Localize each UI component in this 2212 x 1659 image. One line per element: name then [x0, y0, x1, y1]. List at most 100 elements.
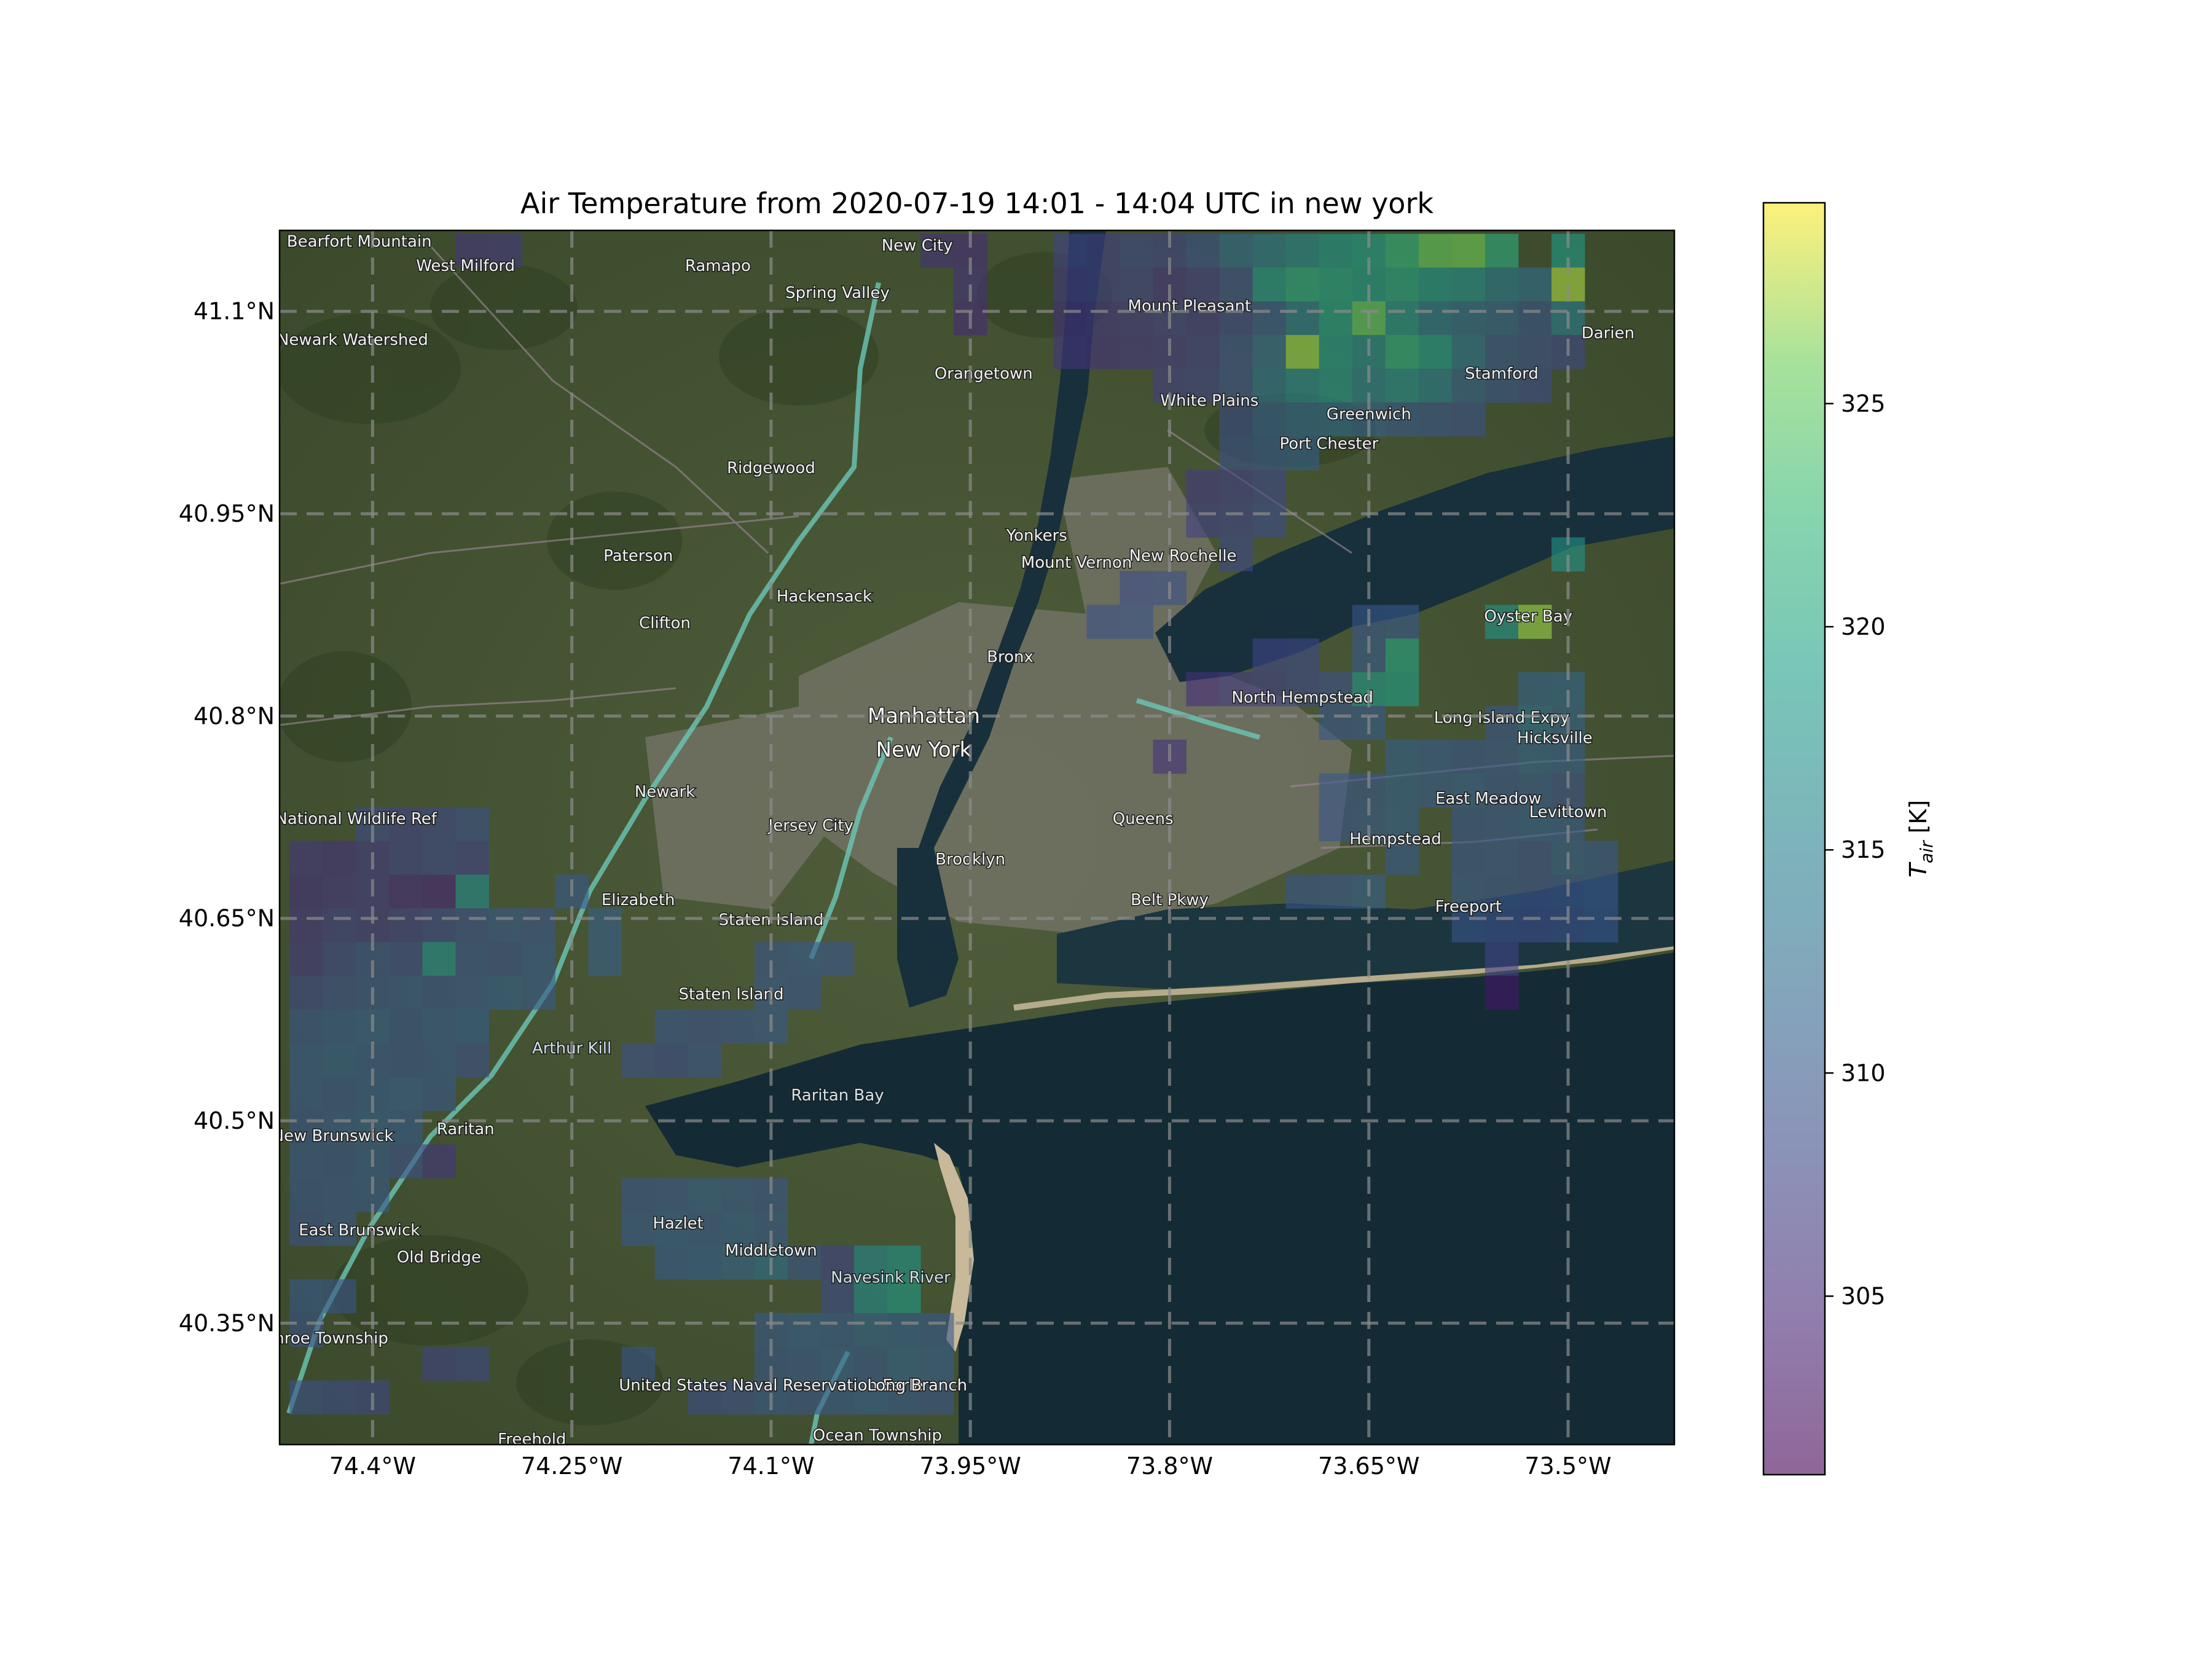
heatmap-cell — [1319, 335, 1353, 369]
heatmap-cell — [1219, 233, 1253, 268]
map-panel[interactable]: Bearfort Mountain West Milford Newark Wate… — [162, 230, 1674, 1449]
heatmap-cell — [488, 908, 522, 943]
heatmap-cell — [1418, 301, 1453, 335]
heatmap-cell — [854, 1346, 888, 1381]
place-label: Freehold — [498, 1430, 566, 1449]
heatmap-cell — [1451, 301, 1486, 335]
heatmap-cell — [887, 1312, 921, 1347]
heatmap-cell — [654, 1043, 689, 1078]
heatmap-cell — [1120, 571, 1153, 605]
heatmap-cell — [1385, 773, 1419, 808]
heatmap-cell — [1418, 335, 1453, 369]
heatmap-cell — [455, 841, 489, 875]
ny-bay — [897, 848, 959, 1008]
heatmap-cell — [1418, 773, 1453, 808]
place-label: Darien — [1582, 324, 1634, 343]
colorbar-tick-label: 305 — [1841, 1283, 1886, 1310]
heatmap-cell — [621, 1212, 656, 1246]
heatmap-cell — [1285, 369, 1320, 403]
heatmap-cell — [289, 1043, 323, 1078]
y-tick-label: 40.8°N — [194, 702, 275, 729]
colorbar-tick-label: 320 — [1841, 613, 1886, 640]
heatmap-cell — [289, 1279, 323, 1314]
temperature-heatmap — [289, 233, 1618, 1415]
heatmap-cell — [721, 1212, 755, 1246]
heatmap-cell — [389, 1009, 423, 1044]
heatmap-cell — [323, 1212, 356, 1246]
heatmap-cell — [1518, 301, 1552, 335]
heatmap-cell — [1219, 537, 1253, 571]
place-label: Hicksville — [1517, 729, 1593, 747]
heatmap-cell — [1585, 874, 1618, 909]
place-label: Elizabeth — [602, 891, 675, 909]
heatmap-cell — [289, 1312, 323, 1347]
heatmap-cell — [1319, 672, 1353, 707]
heatmap-cell — [289, 1212, 323, 1246]
heatmap-cell — [588, 942, 622, 976]
heatmap-cell — [821, 942, 855, 976]
place-label: Mount Vernon — [1021, 554, 1132, 572]
heatmap-cell — [1418, 739, 1453, 774]
heatmap-cell — [455, 976, 489, 1010]
place-label: Long Branch — [867, 1376, 967, 1395]
place-label: Bearfort Mountain — [287, 232, 432, 251]
heatmap-cell — [1518, 267, 1552, 302]
heatmap-cell — [1252, 369, 1287, 403]
heatmap-cell — [854, 1279, 888, 1314]
place-label: Jersey City — [767, 817, 854, 835]
heatmap-cell — [323, 1009, 356, 1044]
heatmap-cell — [422, 1346, 456, 1381]
heatmap-cell — [1219, 672, 1253, 707]
heatmap-cell — [488, 233, 522, 268]
heatmap-cell — [1285, 672, 1320, 707]
heatmap-cell — [1219, 503, 1253, 538]
heatmap-cell — [289, 841, 323, 875]
heatmap-cell — [1518, 773, 1552, 808]
place-label: Yonkers — [1006, 527, 1067, 545]
heatmap-cell — [1252, 503, 1287, 538]
heatmap-cell — [1120, 301, 1153, 335]
place-label: Long Island Expy — [1434, 708, 1570, 727]
heatmap-cell — [1252, 267, 1287, 302]
heatmap-cell — [1319, 301, 1353, 335]
heatmap-cell — [1385, 402, 1419, 437]
heatmap-cell — [920, 1380, 954, 1415]
sandy-hook — [934, 1143, 974, 1352]
heatmap-cell — [1484, 739, 1519, 774]
heatmap-cell — [721, 1380, 755, 1415]
heatmap-cell — [1451, 874, 1486, 909]
heatmap-cell — [1451, 335, 1486, 369]
heatmap-cell — [289, 1178, 323, 1212]
place-label: Stamford — [1465, 365, 1539, 383]
heatmap-cell — [1186, 233, 1220, 268]
heatmap-cell — [1484, 233, 1519, 268]
heatmap-cell — [821, 1279, 855, 1314]
heatmap-cell — [289, 908, 323, 943]
place-label: Paterson — [603, 547, 673, 565]
heatmap-cell — [1186, 301, 1220, 335]
heatmap-cell — [389, 874, 423, 909]
heatmap-cell — [455, 1043, 489, 1078]
heatmap-cell — [1285, 233, 1320, 268]
heatmap-cell — [1186, 369, 1220, 403]
heatmap-cell — [887, 1346, 921, 1381]
heatmap-cell — [422, 1144, 456, 1179]
heatmap-cell — [455, 233, 489, 268]
heatmap-cell — [920, 1346, 954, 1381]
heatmap-cell — [389, 1043, 423, 1078]
heatmap-cell — [787, 1245, 822, 1280]
heatmap-cell — [422, 807, 456, 841]
place-label: White Plains — [1160, 391, 1258, 410]
heatmap-cell — [1518, 908, 1552, 943]
heatmap-cell — [1053, 233, 1087, 268]
heatmap-cell — [323, 841, 356, 875]
place-label: Staten Island — [679, 986, 784, 1004]
heatmap-cell — [821, 1380, 855, 1415]
heatmap-cell — [1484, 335, 1519, 369]
heatmap-cell — [422, 942, 456, 976]
heatmap-cell — [289, 874, 323, 909]
heatmap-cell — [389, 807, 423, 841]
heatmap-cell — [1385, 301, 1419, 335]
heatmap-cell — [1319, 874, 1353, 909]
heatmap-cell — [289, 976, 323, 1010]
